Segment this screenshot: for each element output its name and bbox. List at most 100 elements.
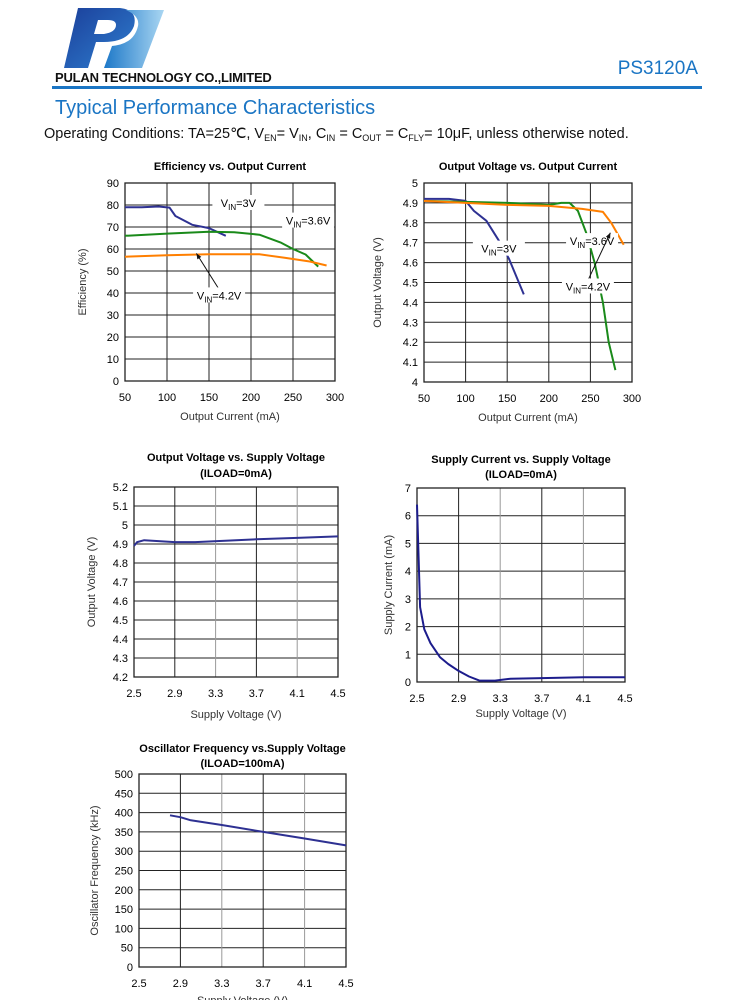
y-tick-label: 4.9	[113, 539, 128, 551]
y-tick-label: 4	[405, 566, 411, 578]
y-tick-label: 50	[121, 943, 133, 955]
chart-3: Output Voltage vs. Supply Voltage (ILOAD=…	[86, 452, 346, 721]
x-tick-label: 200	[540, 393, 558, 405]
series-annotation: VIN=3V	[221, 198, 257, 212]
plot-frame	[138, 773, 347, 968]
arrowhead-icon	[605, 232, 611, 239]
y-tick-label: 4.8	[113, 558, 128, 570]
x-tick-label: 3.7	[256, 978, 271, 990]
x-tick-label: 50	[418, 393, 430, 405]
y-tick-label: 200	[115, 885, 133, 897]
part-number: PS3120A	[617, 58, 698, 79]
y-tick-label: 450	[115, 788, 133, 800]
condition-text: = C	[381, 126, 409, 142]
y-tick-label: 6	[405, 511, 411, 523]
chart-title: Output Voltage vs. Supply Voltage	[147, 452, 325, 464]
y-axis-label: Efficiency (%)	[77, 248, 89, 315]
y-tick-label: 2	[405, 622, 411, 634]
y-tick-label: 80	[107, 200, 119, 212]
annotation-bg	[282, 212, 335, 228]
condition-text: OUT	[362, 133, 382, 143]
x-tick-label: 300	[623, 393, 641, 405]
x-axis-label: Supply Voltage (V)	[475, 708, 566, 720]
x-tick-label: 2.5	[409, 693, 424, 705]
annotation-sub: IN	[489, 249, 497, 258]
x-axis-label: Supply Voltage (V)	[190, 709, 281, 721]
annotation-v: V	[570, 236, 578, 248]
y-tick-label: 350	[115, 827, 133, 839]
chart-2: Output Voltage vs. Output Current 4 4.1 4.2…	[372, 161, 641, 424]
series-line-vin-3-6v	[423, 199, 617, 371]
x-tick-label: 3.3	[208, 688, 223, 700]
annotation-rest: =3.6V	[301, 216, 331, 228]
header-divider	[52, 86, 702, 89]
series-line-vin-4-2v	[423, 199, 625, 246]
annotation-rest: =4.2V	[581, 281, 611, 293]
chart-subtitle: (ILOAD=0mA)	[485, 469, 557, 481]
y-tick-label: 70	[107, 222, 119, 234]
annotation-v: V	[221, 198, 229, 210]
x-tick-label: 150	[200, 392, 218, 404]
y-tick-label: 4.9	[403, 198, 418, 210]
x-tick-label: 4.5	[338, 978, 353, 990]
y-tick-label: 150	[115, 904, 133, 916]
y-tick-label: 400	[115, 808, 133, 820]
x-axis-label: Output Current (mA)	[478, 412, 578, 424]
chart-title: Output Voltage vs. Output Current	[439, 161, 618, 173]
annotation-rest: =3.6V	[585, 236, 615, 248]
x-tick-label: 250	[581, 393, 599, 405]
x-tick-label: 2.9	[173, 978, 188, 990]
y-tick-label: 4.7	[113, 577, 128, 589]
x-tick-label: 4.5	[617, 693, 632, 705]
chart-5: Oscillator Frequency vs.Supply Voltage (I…	[89, 743, 354, 1000]
y-tick-label: 4.8	[403, 218, 418, 230]
annotation-bg	[472, 240, 525, 256]
y-tick-label: 7	[405, 483, 411, 495]
condition-text: = 10μF, unless otherwise noted.	[424, 126, 629, 142]
chart-subtitle: (ILOAD=100mA)	[200, 758, 284, 770]
operating-conditions: Operating Conditions: TA=25℃, VEN= VIN, …	[44, 126, 629, 143]
x-tick-label: 4.1	[290, 688, 305, 700]
condition-text: = V	[276, 126, 299, 142]
y-tick-label: 100	[115, 923, 133, 935]
annotation-sub: IN	[573, 286, 581, 295]
x-tick-label: 250	[284, 392, 302, 404]
annotation-rest: =3V	[497, 244, 518, 256]
chart-1: Efficiency vs. Output Current 0 10 20 30 40 50…	[77, 161, 344, 423]
x-tick-label: 2.9	[167, 688, 182, 700]
annotation-rest: =3V	[236, 198, 257, 210]
annotation-arrow	[195, 253, 220, 290]
series-line-vin-4-2v	[124, 253, 327, 267]
annotation-bg	[193, 287, 246, 303]
plot-frame	[423, 182, 633, 383]
x-axis-label: Supply Voltage (V)	[197, 995, 288, 1000]
annotation-sub: IN	[577, 241, 585, 250]
annotation-sub: IN	[228, 203, 236, 212]
condition-text: EN	[264, 133, 277, 143]
x-tick-label: 3.3	[214, 978, 229, 990]
x-tick-label: 4.1	[576, 693, 591, 705]
condition-text: , C	[307, 126, 327, 142]
annotation-v: V	[197, 290, 205, 302]
y-tick-label: 10	[107, 354, 119, 366]
y-tick-label: 0	[127, 962, 133, 974]
series-annotation: VIN=4.2V	[197, 290, 242, 304]
chart-title: Supply Current vs. Supply Voltage	[431, 454, 611, 466]
y-axis-label: Supply Current (mA)	[383, 535, 395, 635]
y-axis-label: Output Voltage (V)	[372, 237, 384, 328]
series-line	[169, 814, 347, 847]
x-tick-label: 3.7	[249, 688, 264, 700]
x-tick-label: 3.7	[534, 693, 549, 705]
y-tick-label: 30	[107, 310, 119, 322]
x-tick-label: 200	[242, 392, 260, 404]
y-tick-label: 20	[107, 332, 119, 344]
y-tick-label: 5.1	[113, 501, 128, 513]
x-tick-label: 150	[498, 393, 516, 405]
condition-text: Operating Conditions: TA=25℃, V	[44, 126, 265, 142]
y-tick-label: 1	[405, 649, 411, 661]
y-tick-label: 4.1	[403, 357, 418, 369]
y-tick-label: 40	[107, 288, 119, 300]
y-tick-label: 0	[405, 677, 411, 689]
y-tick-label: 4.5	[403, 278, 418, 290]
series-annotation: VIN=3.6V	[286, 216, 331, 230]
